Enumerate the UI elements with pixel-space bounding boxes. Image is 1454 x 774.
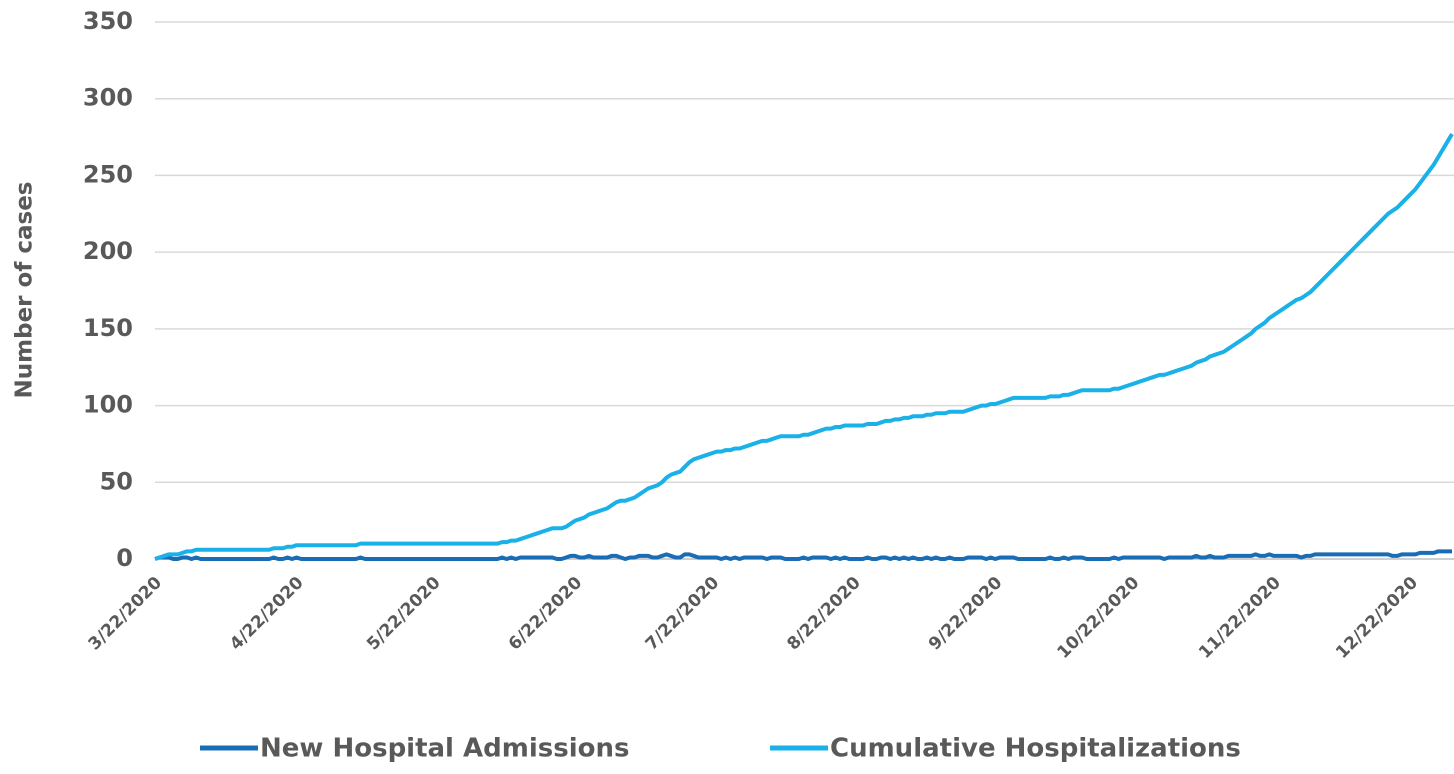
y-tick-label: 100 — [83, 391, 133, 419]
y-tick-label: 350 — [83, 7, 133, 35]
x-tick-label: 7/22/2020 — [642, 573, 724, 655]
series-line — [154, 549, 1452, 561]
x-tick-label: 6/22/2020 — [505, 573, 587, 655]
x-tick-label: 3/22/2020 — [85, 573, 167, 655]
x-tick-label: 10/22/2020 — [1054, 573, 1144, 663]
series-line — [154, 132, 1454, 561]
x-tick-label: 12/22/2020 — [1332, 573, 1422, 663]
x-tick-label: 8/22/2020 — [783, 573, 865, 655]
y-tick-label: 0 — [116, 544, 133, 572]
x-tick-label: 9/22/2020 — [925, 573, 1007, 655]
x-tick-label: 5/22/2020 — [363, 573, 445, 655]
legend-label: New Hospital Admissions — [260, 734, 629, 764]
x-tick-label: 11/22/2020 — [1195, 573, 1285, 663]
y-tick-label: 150 — [83, 314, 133, 342]
y-tick-label: 50 — [100, 467, 133, 495]
y-tick-label: 200 — [83, 237, 133, 265]
x-tick-label: 4/22/2020 — [226, 573, 308, 655]
legend-label: Cumulative Hospitalizations — [830, 734, 1241, 764]
y-axis-label: Number of cases — [12, 182, 38, 399]
y-tick-label: 250 — [83, 160, 133, 188]
y-tick-label: 300 — [83, 84, 133, 112]
